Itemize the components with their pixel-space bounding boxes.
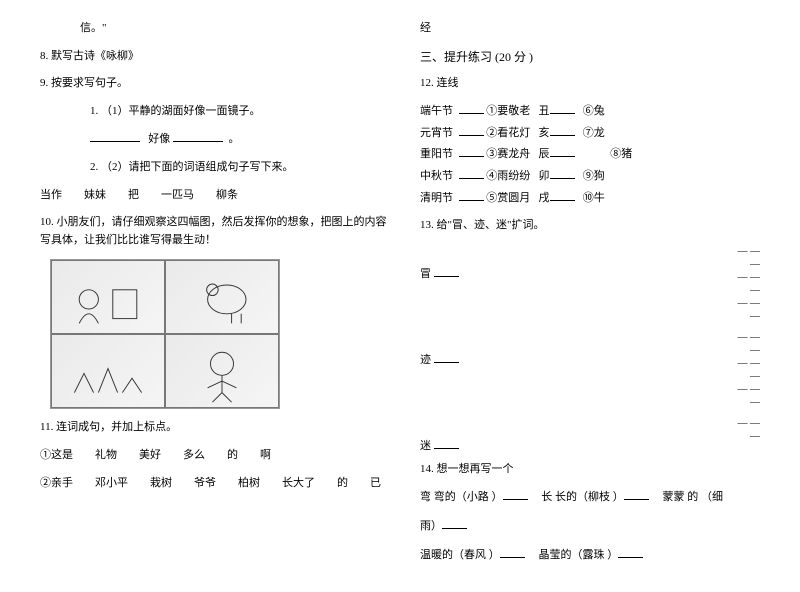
period: 。 [229,133,240,145]
dash-column: — ——— ——— —— [480,331,760,409]
continuation-text: 信。" [40,20,390,38]
connect-cell: 中秋节 [420,170,453,182]
blank-field[interactable] [459,145,484,157]
blank-field[interactable] [503,488,528,500]
expand-word: 迹 [420,331,480,367]
connect-cell: 戌 [539,192,550,204]
blank-field[interactable] [550,145,575,157]
jing-text: 经 [420,20,760,38]
connect-cell: 卯 [539,170,550,182]
connect-row: 重阳节 ③赛龙舟 辰 ⑧猪 [420,145,760,164]
connect-row: 元宵节 ②看花灯 亥 ⑦龙 [420,124,760,143]
question-9-2: 2. （2）请把下面的词语组成句子写下来。 [40,159,390,177]
blank-field[interactable] [550,124,575,136]
image-panel-2 [165,260,279,334]
question-9-1-blank: 好像 。 [40,130,390,149]
expand-word: 冒 [420,245,480,281]
connect-cell: 元宵节 [420,127,453,139]
connect-table: 端午节 ①要敬老 丑 ⑥兔 元宵节 ②看花灯 亥 ⑦龙 重阳节 ③赛龙舟 辰 ⑧… [420,102,760,207]
blank-field[interactable] [459,167,484,179]
image-panel-1 [51,260,165,334]
connect-cell: ⑥兔 [583,105,605,117]
question-9-1: 1. （1）平静的湖面好像一面镜子。 [40,103,390,121]
expand-row: 迹 — ——— ——— —— [420,331,760,409]
expand-row: 迷 — —— [420,417,760,453]
connect-cell: ⑦龙 [583,127,605,139]
phrase: 蒙蒙 的 （细 [663,491,724,503]
connect-cell: ⑨狗 [583,170,605,182]
blank-field[interactable] [500,546,525,558]
connect-cell: 端午节 [420,105,453,117]
phrase: 晶莹的（露珠 ） [539,549,619,561]
connect-cell: ④雨纷纷 [486,170,530,182]
expand-word-section: 冒 — ——— ——— —— 迹 — ——— ——— —— 迷 [420,245,760,453]
blank-field[interactable] [434,351,459,363]
image-panel-3 [51,334,165,408]
connect-cell: ②看花灯 [486,127,530,139]
expand-word: 迷 [420,417,480,453]
connect-cell: 重阳节 [420,148,453,160]
blank-field[interactable] [442,517,467,529]
connect-row: 中秋节 ④雨纷纷 卯 ⑨狗 [420,167,760,186]
connect-cell: ⑧猪 [610,148,632,160]
connect-row: 端午节 ①要敬老 丑 ⑥兔 [420,102,760,121]
phrase: 温暖的（春风 ） [420,549,500,561]
question-14-line1: 弯 弯的（小路 ） 长 长的（柳枝 ） 蒙蒙 的 （细 [420,488,760,507]
connect-cell: ①要敬老 [486,105,530,117]
blank-field[interactable] [459,189,484,201]
blank-field[interactable] [459,102,484,114]
question-11: 11. 连词成句，并加上标点。 [40,419,390,437]
fill-word: 好像 [148,133,170,145]
question-12: 12. 连线 [420,75,760,93]
question-14-line2: 温暖的（春风 ） 晶莹的（露珠 ） [420,546,760,565]
blank-field[interactable] [624,488,649,500]
blank-field[interactable] [459,124,484,136]
section-3-title: 三、提升练习 (20 分 ) [420,48,760,65]
question-9: 9. 按要求写句子。 [40,75,390,93]
phrase: 雨） [420,520,442,532]
right-column: 经 三、提升练习 (20 分 ) 12. 连线 端午节 ①要敬老 丑 ⑥兔 元宵… [420,20,760,574]
connect-cell: ⑤赏圆月 [486,192,530,204]
expand-row: 冒 — ——— ——— —— [420,245,760,323]
blank-field[interactable] [434,265,459,277]
blank-field[interactable] [173,130,223,142]
left-column: 信。" 8. 默写古诗《咏柳》 9. 按要求写句子。 1. （1）平静的湖面好像… [40,20,390,574]
connect-cell: ③赛龙舟 [486,148,530,160]
dash-column: — ——— ——— —— [480,245,760,323]
connect-cell: 辰 [539,148,550,160]
connect-cell: 丑 [539,105,550,117]
question-14-line1b: 雨） [420,517,760,536]
blank-field[interactable] [550,167,575,179]
blank-field[interactable] [434,437,459,449]
blank-field[interactable] [90,130,140,142]
phrase: 长 长的（柳枝 ） [541,491,624,503]
question-10: 10. 小朋友们，请仔细观察这四幅图，然后发挥你的想象，把图上的内容写具体，让我… [40,214,390,249]
phrase: 弯 弯的（小路 ） [420,491,503,503]
question-11-2: ②亲手 邓小平 栽树 爷爷 柏树 长大了 的 已 [40,475,390,493]
image-panel-4 [165,334,279,408]
four-panel-image [50,259,280,409]
question-9-words: 当作 妹妹 把 一匹马 柳条 [40,187,390,205]
blank-field[interactable] [550,189,575,201]
blank-field[interactable] [618,546,643,558]
connect-cell: 清明节 [420,192,453,204]
question-8: 8. 默写古诗《咏柳》 [40,48,390,66]
blank-field[interactable] [550,102,575,114]
connect-cell: ⑩牛 [583,192,605,204]
question-11-1: ①这是 礼物 美好 多么 的 啊 [40,447,390,465]
connect-cell: 亥 [539,127,550,139]
connect-row: 清明节 ⑤赏圆月 戌 ⑩牛 [420,189,760,208]
question-14: 14. 想一想再写一个 [420,461,760,479]
question-13: 13. 给"冒、迹、迷"扩词。 [420,217,760,235]
dash-column: — —— [480,417,760,443]
